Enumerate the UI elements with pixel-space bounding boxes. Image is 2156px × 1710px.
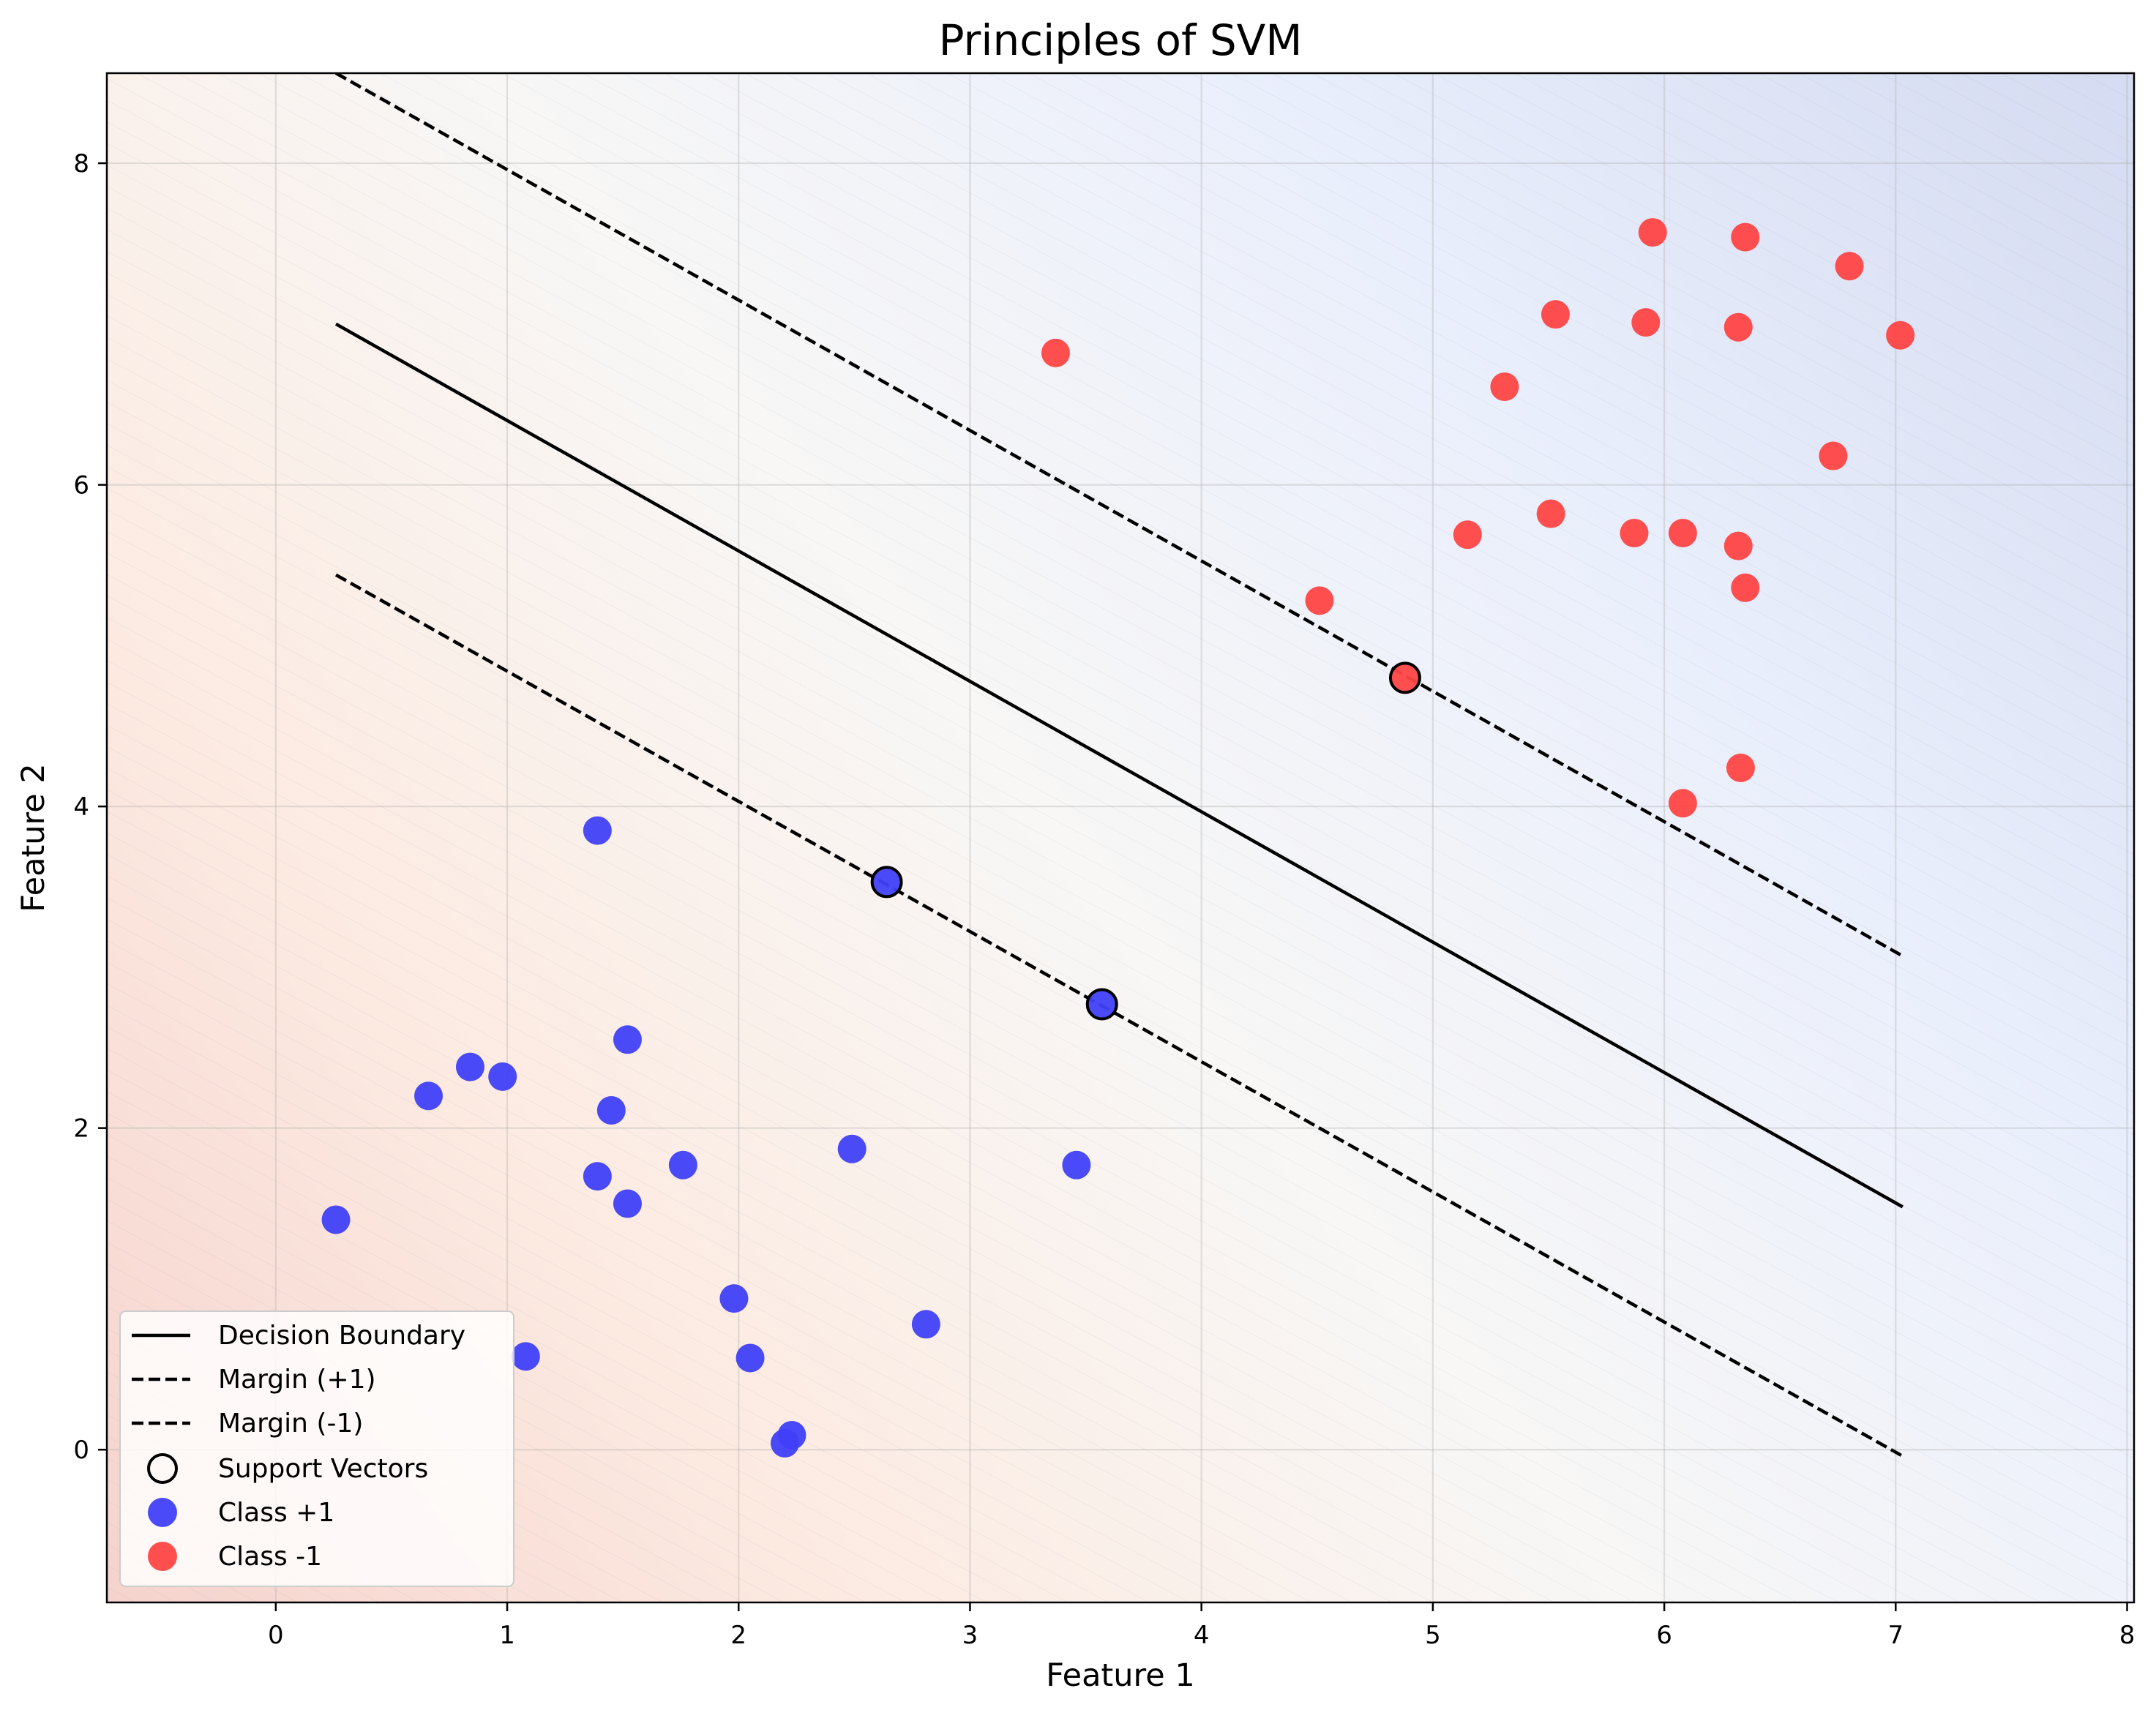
x-tick-label: 5	[1425, 1621, 1441, 1650]
y-axis-label: Feature 2	[15, 763, 52, 912]
plot-area	[105, 72, 2136, 1604]
support-vector-rings	[870, 661, 1421, 1021]
margin-plus-line	[334, 73, 1904, 958]
class-neg-point	[1668, 789, 1697, 818]
x-axis-label: Feature 1	[1046, 1657, 1195, 1694]
class-neg-point	[1723, 531, 1753, 560]
boundary-lines	[334, 73, 1904, 1458]
class-pos-point	[511, 1342, 540, 1371]
class-pos-point	[488, 1062, 517, 1091]
class-pos-point	[583, 1162, 612, 1191]
legend-margin-minus-label: Margin (-1)	[218, 1409, 363, 1439]
class-neg-point	[1390, 663, 1420, 692]
class-neg-point	[1631, 308, 1661, 337]
class-pos-point	[613, 1025, 642, 1054]
class-neg-point	[1453, 520, 1482, 550]
legend: Decision Boundary Margin (+1) Margin (-1…	[119, 1310, 514, 1587]
class-neg-point	[1723, 312, 1753, 342]
x-tick-label: 6	[1656, 1621, 1672, 1650]
chart-title: Principles of SVM	[939, 15, 1303, 65]
y-tick-label: 8	[73, 149, 89, 179]
y-axis-ticks: 0 2 4 6 8	[73, 149, 107, 1465]
y-tick-label: 6	[73, 471, 89, 500]
class-pos-point	[455, 1052, 484, 1081]
class-neg-point	[1490, 372, 1519, 402]
class-pos-point	[1088, 989, 1117, 1019]
y-tick-label: 4	[73, 792, 89, 822]
x-tick-label: 1	[499, 1621, 515, 1650]
class-pos-point	[770, 1428, 799, 1458]
class-neg-point	[1305, 586, 1334, 615]
grid	[107, 73, 2134, 1602]
class-pos-point	[414, 1081, 443, 1111]
class-pos-point	[1062, 1150, 1091, 1180]
y-tick-label: 2	[73, 1114, 89, 1144]
class-neg-point	[1835, 252, 1864, 281]
class-neg-point	[1668, 519, 1697, 548]
y-tick-label: 0	[73, 1436, 89, 1465]
legend-class-pos-swatch	[148, 1498, 177, 1527]
class-neg-point	[1536, 499, 1565, 528]
class-neg-point	[1886, 320, 1915, 350]
legend-box	[119, 1310, 514, 1587]
class-pos-point	[872, 867, 902, 896]
legend-class-neg-swatch	[148, 1542, 177, 1571]
class-pos-point	[596, 1096, 626, 1125]
x-tick-label: 0	[268, 1621, 284, 1650]
support-vector-ring	[870, 866, 903, 899]
x-tick-label: 8	[2119, 1621, 2136, 1650]
class-neg-point	[1541, 300, 1570, 329]
class-neg-point	[1731, 573, 1760, 602]
decision-boundary-line	[334, 322, 1904, 1209]
legend-margin-plus-label: Margin (+1)	[218, 1365, 376, 1395]
x-tick-label: 3	[962, 1621, 978, 1650]
class-pos-point	[321, 1205, 351, 1234]
class-neg-point	[1819, 441, 1848, 470]
legend-support-vectors-label: Support Vectors	[218, 1454, 428, 1484]
x-axis-ticks: 0 1 2 3 4 5 6 7 8	[268, 1602, 2135, 1650]
class-pos-point	[735, 1343, 765, 1373]
class-pos-point	[837, 1134, 866, 1163]
class-pos-point	[583, 816, 612, 845]
class-neg-point	[1041, 338, 1070, 367]
class-pos-point	[668, 1150, 697, 1180]
support-vector-ring	[1085, 988, 1118, 1021]
plot-frame	[105, 72, 2136, 1604]
legend-decision-boundary-label: Decision Boundary	[218, 1321, 465, 1351]
x-tick-label: 2	[730, 1621, 746, 1650]
class-neg-point	[1638, 218, 1667, 247]
class-pos-point	[613, 1189, 642, 1218]
margin-minus-line	[334, 573, 1904, 1458]
class-pos-point	[911, 1310, 940, 1339]
class-neg-point	[1726, 753, 1755, 782]
scatter-points	[321, 218, 1915, 1458]
support-vector-ring	[1388, 661, 1421, 694]
legend-class-pos-label: Class +1	[218, 1498, 334, 1528]
x-tick-label: 7	[1887, 1621, 1904, 1650]
legend-class-neg-label: Class -1	[218, 1542, 322, 1572]
class-pos-point	[719, 1284, 749, 1313]
x-tick-label: 4	[1194, 1621, 1210, 1650]
class-neg-point	[1620, 519, 1649, 548]
class-neg-point	[1731, 222, 1760, 252]
legend-support-vectors-swatch	[147, 1453, 178, 1484]
